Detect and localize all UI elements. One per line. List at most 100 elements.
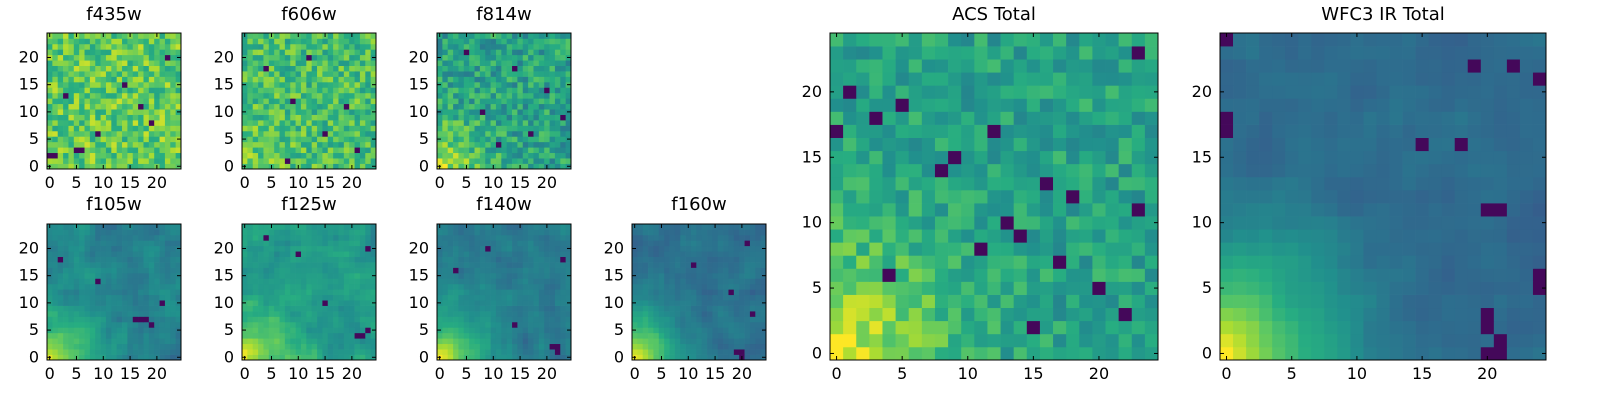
- heatmap-cell: [365, 54, 371, 61]
- heatmap-cell: [252, 136, 259, 143]
- heatmap-cell: [365, 87, 371, 94]
- heatmap-cell: [696, 262, 703, 268]
- heatmap-cell: [279, 234, 286, 241]
- y-tick-label: 10: [409, 102, 429, 121]
- heatmap-cell: [632, 338, 638, 345]
- heatmap-cell: [544, 60, 550, 66]
- heatmap-cell: [279, 245, 286, 252]
- heatmap-cell: [258, 147, 264, 154]
- heatmap-cell: [554, 305, 561, 312]
- heatmap-cell: [148, 92, 155, 99]
- heatmap-cell: [295, 103, 302, 110]
- heatmap-cell: [739, 300, 745, 306]
- heatmap-cell: [263, 109, 270, 115]
- heatmap-cell: [159, 60, 166, 66]
- heatmap-cell: [327, 136, 334, 143]
- heatmap-cell: [127, 338, 134, 345]
- heatmap-cell: [52, 294, 59, 301]
- heatmap-cell: [723, 289, 729, 296]
- heatmap-cell: [717, 251, 724, 257]
- y-tick-label: 20: [214, 238, 234, 257]
- heatmap-cell: [506, 245, 513, 252]
- heatmap-cell: [961, 216, 975, 230]
- heatmap-cell: [127, 321, 134, 328]
- heatmap-cell: [175, 305, 182, 312]
- heatmap-cell: [68, 163, 75, 170]
- heatmap-cell: [479, 54, 486, 61]
- heatmap-cell: [517, 54, 524, 61]
- heatmap-cell: [637, 327, 644, 334]
- heatmap-cell: [354, 278, 361, 285]
- heatmap-cell: [100, 158, 107, 164]
- heatmap-cell: [749, 338, 756, 345]
- heatmap-cell: [469, 229, 475, 236]
- heatmap-cell: [1105, 320, 1119, 335]
- heatmap-cell: [252, 60, 259, 66]
- heatmap-cell: [501, 240, 508, 247]
- heatmap-cell: [506, 130, 513, 137]
- heatmap-cell: [300, 305, 307, 312]
- heatmap-cell: [242, 87, 248, 94]
- heatmap-cell: [458, 224, 465, 230]
- heatmap-cell: [723, 283, 729, 290]
- heatmap-cell: [948, 163, 962, 178]
- heatmap-cell: [501, 98, 508, 105]
- heatmap-cell: [284, 316, 291, 323]
- heatmap-cell: [538, 321, 545, 328]
- heatmap-cell: [274, 245, 280, 252]
- heatmap-cell: [279, 76, 286, 83]
- heatmap-cell: [73, 114, 80, 121]
- heatmap-cell: [73, 109, 80, 115]
- heatmap-cell: [934, 189, 949, 204]
- heatmap-cell: [47, 240, 53, 247]
- heatmap-cell: [154, 76, 160, 83]
- heatmap-cell: [359, 289, 366, 296]
- heatmap-cell: [712, 262, 719, 268]
- heatmap-cell: [365, 311, 371, 317]
- heatmap-cell: [474, 267, 481, 274]
- heatmap-cell: [501, 311, 508, 317]
- heatmap-cell: [127, 136, 134, 143]
- heatmap-cell: [284, 49, 291, 56]
- heatmap-cell: [47, 60, 53, 66]
- heatmap-cell: [164, 289, 171, 296]
- heatmap-cell: [143, 92, 150, 99]
- heatmap-cell: [495, 289, 502, 296]
- heatmap-cell: [760, 283, 767, 290]
- heatmap-cell: [1079, 203, 1093, 217]
- heatmap-cell: [632, 240, 638, 247]
- heatmap-cell: [637, 256, 644, 263]
- heatmap-cell: [154, 87, 160, 94]
- heatmap-cell: [717, 343, 724, 350]
- heatmap-cell: [512, 332, 518, 339]
- heatmap-cell: [442, 43, 449, 50]
- heatmap-cell: [311, 38, 318, 45]
- heatmap-cell: [538, 289, 545, 296]
- heatmap-cell: [300, 343, 307, 350]
- heatmap-cell: [333, 125, 339, 132]
- heatmap-cell: [322, 65, 329, 72]
- heatmap-cell: [565, 38, 572, 45]
- heatmap-cell: [295, 289, 302, 296]
- heatmap-cell: [648, 354, 654, 361]
- heatmap-cell: [696, 245, 703, 252]
- heatmap-cell: [474, 283, 481, 290]
- heatmap-cell: [343, 54, 350, 61]
- heatmap-cell: [170, 163, 176, 170]
- heatmap-cell: [642, 294, 649, 301]
- heatmap-cell: [311, 224, 318, 230]
- heatmap-cell: [290, 349, 296, 355]
- heatmap-cell: [306, 92, 313, 99]
- heatmap-cell: [565, 49, 572, 56]
- heatmap-cell: [447, 60, 454, 66]
- heatmap-cell: [565, 316, 572, 323]
- heatmap-cell: [458, 76, 465, 83]
- heatmap-cell: [338, 234, 345, 241]
- heatmap-cell: [843, 189, 857, 204]
- heatmap-cell: [317, 43, 323, 50]
- heatmap-cell: [284, 229, 291, 236]
- heatmap-cell: [690, 354, 697, 361]
- heatmap-cell: [89, 130, 96, 137]
- heatmap-cell: [175, 130, 182, 137]
- heatmap-cell: [474, 60, 481, 66]
